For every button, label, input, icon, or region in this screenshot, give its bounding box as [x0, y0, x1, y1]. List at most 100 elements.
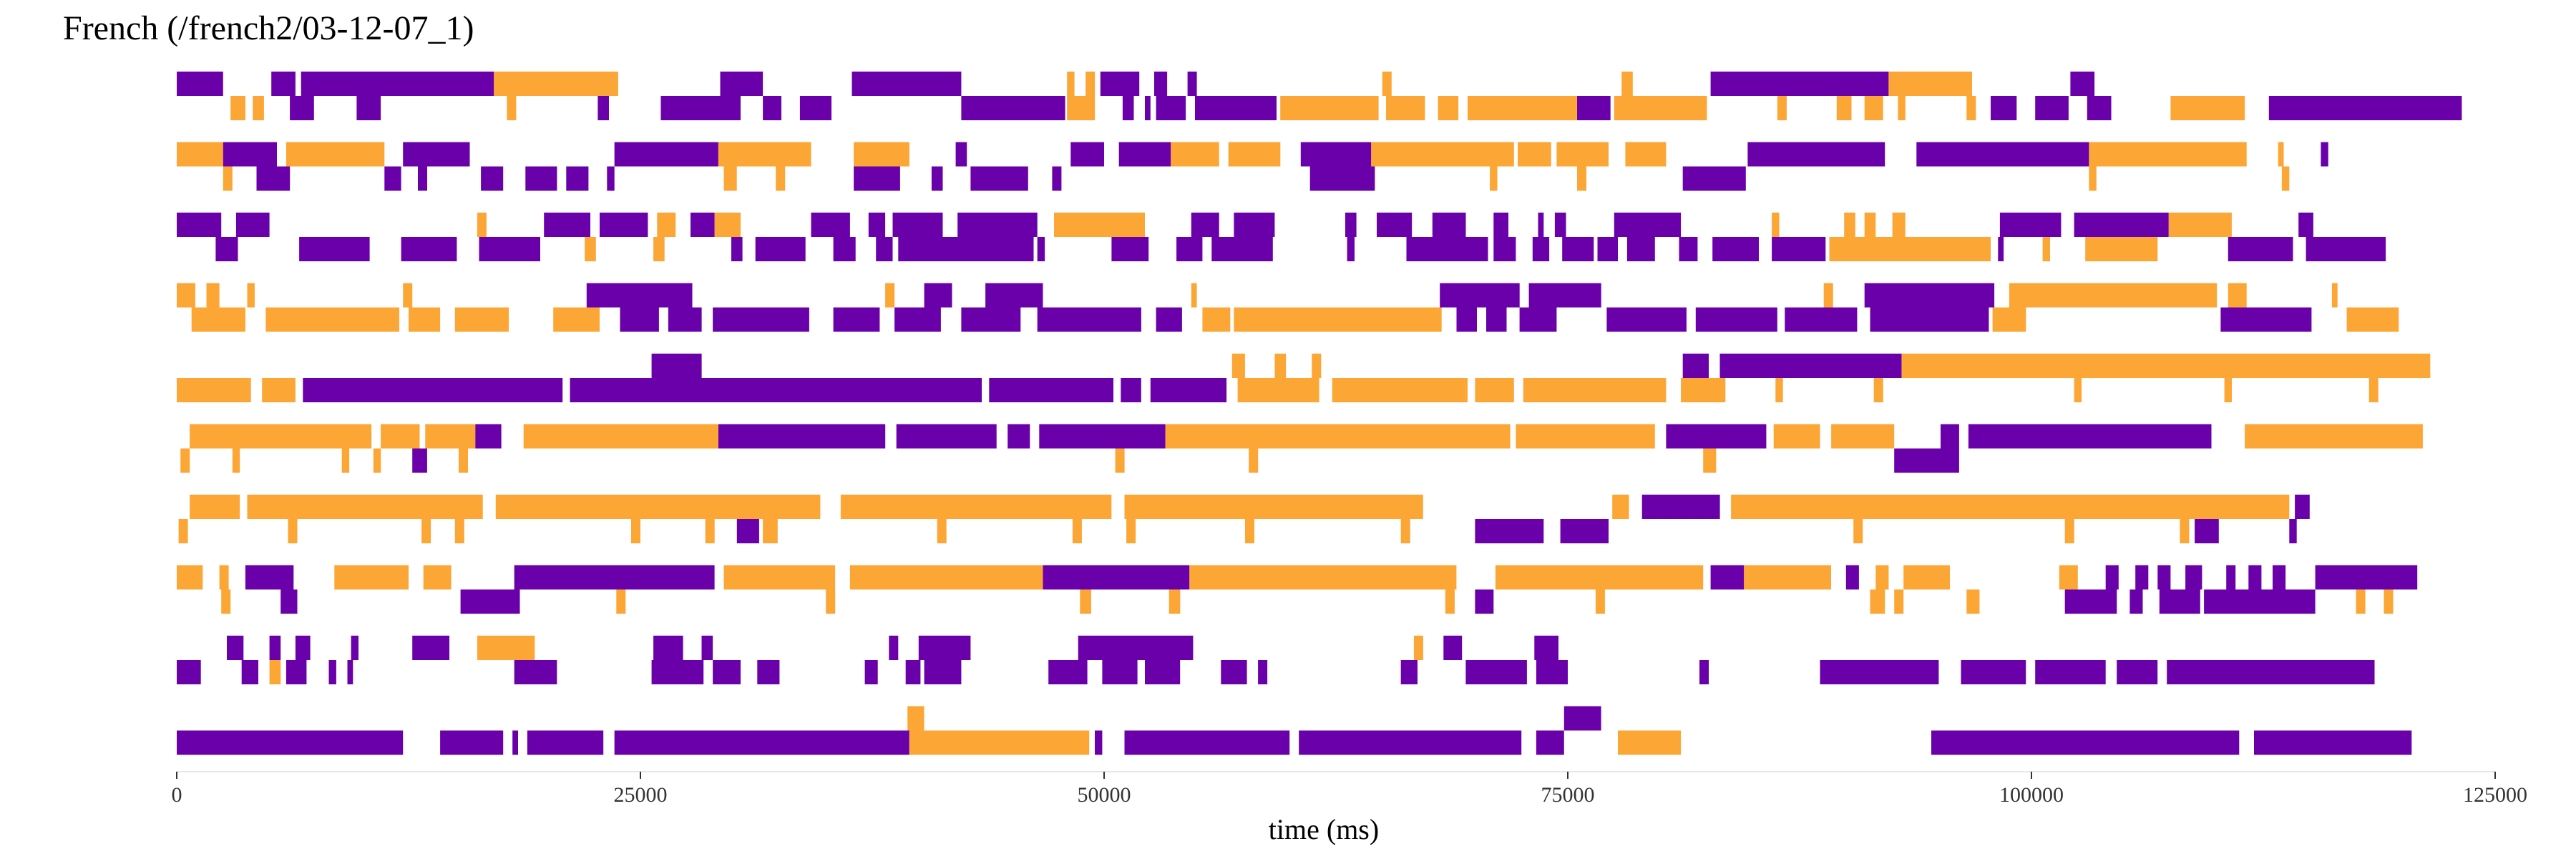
segment-264: [1400, 519, 1410, 543]
segment-192: [1231, 354, 1245, 378]
segment-179: [1202, 307, 1231, 332]
segment-113: [1864, 213, 1876, 237]
segment-286: [1875, 565, 1889, 590]
segment-357: [907, 706, 924, 731]
segment-19: [356, 96, 381, 120]
segment-248: [1612, 495, 1629, 519]
segment-293: [2226, 565, 2236, 590]
segment-119: [215, 237, 238, 261]
segment-331: [241, 660, 258, 684]
segment-273: [219, 565, 229, 590]
segment-246: [840, 495, 1112, 519]
segment-99: [892, 213, 943, 237]
segment-7: [1085, 72, 1096, 96]
segment-91: [477, 213, 487, 237]
segment-150: [177, 283, 195, 308]
segment-232: [2245, 424, 2423, 449]
segment-63: [1625, 142, 1667, 167]
segment-184: [1606, 307, 1687, 332]
segment-263: [1245, 519, 1254, 543]
segment-46: [2268, 96, 2462, 120]
chart-title: French (/french2/03-12-07_1): [63, 9, 474, 47]
segment-32: [1386, 96, 1425, 120]
segment-285: [1845, 565, 1859, 590]
segment-71: [384, 166, 401, 191]
segment-271: [2289, 519, 2297, 543]
segment-178: [1156, 307, 1182, 332]
segment-110: [1614, 213, 1682, 237]
segment-86: [1682, 166, 1746, 191]
segment-59: [1300, 142, 1372, 167]
segment-173: [713, 307, 809, 332]
segment-67: [2278, 142, 2284, 167]
segment-136: [1493, 237, 1516, 261]
segment-105: [1377, 213, 1413, 237]
segment-9: [1154, 72, 1168, 96]
segment-323: [701, 636, 713, 660]
segment-229: [1831, 424, 1895, 449]
segment-212: [1873, 378, 1883, 402]
segment-147: [2085, 237, 2158, 261]
segment-64: [1747, 142, 1885, 167]
segment-155: [885, 283, 895, 308]
segment-161: [1823, 283, 1833, 308]
segment-318: [295, 636, 311, 660]
segment-39: [1864, 96, 1883, 120]
segment-279: [849, 565, 1043, 590]
segment-74: [525, 166, 557, 191]
segment-226: [1516, 424, 1655, 449]
segment-176: [961, 307, 1021, 332]
segment-272: [177, 565, 203, 590]
segment-282: [1495, 565, 1704, 590]
segment-289: [2105, 565, 2119, 590]
segment-319: [351, 636, 358, 660]
segment-308: [1894, 589, 1904, 614]
segment-53: [854, 142, 909, 167]
segment-290: [2135, 565, 2149, 590]
segment-278: [723, 565, 836, 590]
segment-325: [918, 636, 971, 660]
segment-294: [2248, 565, 2262, 590]
segment-350: [1536, 660, 1568, 684]
segment-138: [1562, 237, 1594, 261]
segment-45: [2170, 96, 2245, 120]
segment-356: [2167, 660, 2375, 684]
segment-51: [614, 142, 718, 167]
segment-109: [1554, 213, 1566, 237]
segment-27: [1122, 96, 1134, 120]
segment-238: [459, 448, 468, 473]
segment-84: [1490, 166, 1498, 191]
segment-114: [1892, 213, 1906, 237]
segment-208: [1475, 378, 1514, 402]
segment-339: [757, 660, 780, 684]
segment-148: [2228, 237, 2293, 261]
segment-256: [631, 519, 640, 543]
segment-244: [247, 495, 483, 519]
x-tick-label-2: 50000: [1078, 783, 1131, 807]
segment-89: [177, 213, 222, 237]
segment-193: [1274, 354, 1287, 378]
segment-287: [1903, 565, 1950, 590]
segment-320: [412, 636, 449, 660]
segment-191: [651, 354, 702, 378]
segment-116: [2074, 213, 2169, 237]
segment-128: [876, 237, 893, 261]
segment-122: [479, 237, 540, 261]
segment-233: [180, 448, 190, 473]
segment-127: [833, 237, 856, 261]
segment-152: [247, 283, 255, 308]
segment-78: [776, 166, 786, 191]
segment-300: [616, 589, 626, 614]
segment-261: [1072, 519, 1082, 543]
segment-83: [1309, 166, 1375, 191]
x-tick-label-1: 25000: [614, 783, 668, 807]
segment-81: [970, 166, 1028, 191]
segment-207: [1332, 378, 1468, 402]
segment-61: [1518, 142, 1551, 167]
segment-157: [985, 283, 1043, 308]
segment-143: [1772, 237, 1826, 261]
segment-69: [223, 166, 233, 191]
segment-107: [1493, 213, 1508, 237]
segment-219: [475, 424, 502, 449]
segment-284: [1744, 565, 1831, 590]
